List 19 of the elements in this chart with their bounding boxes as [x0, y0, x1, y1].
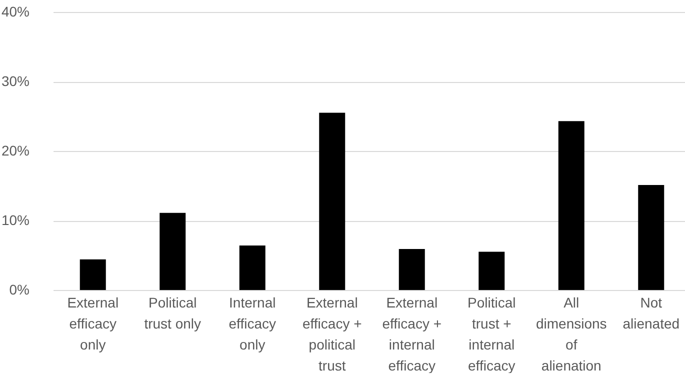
x-tick-label: All dimensions of alienation	[536, 294, 607, 374]
y-tick-label: 20%	[1, 142, 30, 158]
bar	[478, 252, 505, 290]
bar	[638, 185, 664, 290]
bar	[80, 259, 106, 290]
x-tick-label: External efficacy only	[67, 294, 119, 352]
bar	[558, 121, 584, 290]
x-tick-label: Internal efficacy only	[228, 294, 276, 352]
y-tick-label: 40%	[1, 4, 30, 20]
bar	[160, 212, 186, 290]
x-tick-label: External efficacy + political trust	[302, 294, 362, 374]
bar	[239, 246, 266, 290]
y-tick-label: 10%	[1, 212, 30, 228]
bar	[398, 248, 425, 290]
x-tick-label: Not alienated	[622, 294, 680, 332]
bar	[319, 112, 346, 290]
y-tick-label: 30%	[1, 73, 30, 89]
x-tick-label: Political trust only	[144, 294, 202, 332]
y-tick-label: 0%	[9, 282, 30, 298]
